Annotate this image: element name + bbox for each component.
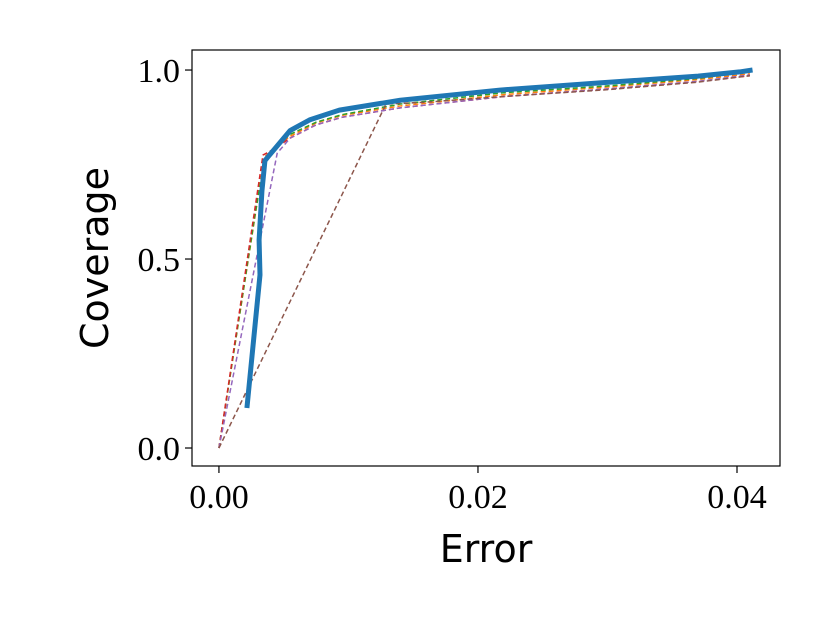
x-tick-label: 0.02: [448, 479, 508, 516]
x-tick-label: 0.00: [189, 479, 249, 516]
y-tick-label: 0.0: [138, 431, 181, 468]
y-tick-label: 1.0: [138, 53, 181, 90]
data-line: [244, 67, 753, 409]
y-axis-label: Coverage: [73, 167, 117, 349]
x-tick-label: 0.04: [707, 479, 767, 516]
y-tick-label: 0.5: [138, 242, 181, 279]
plot-frame: [191, 49, 781, 467]
data-line: [218, 73, 751, 449]
data-line: [218, 74, 751, 449]
x-axis-label: Error: [440, 527, 533, 571]
data-line: [218, 74, 751, 449]
